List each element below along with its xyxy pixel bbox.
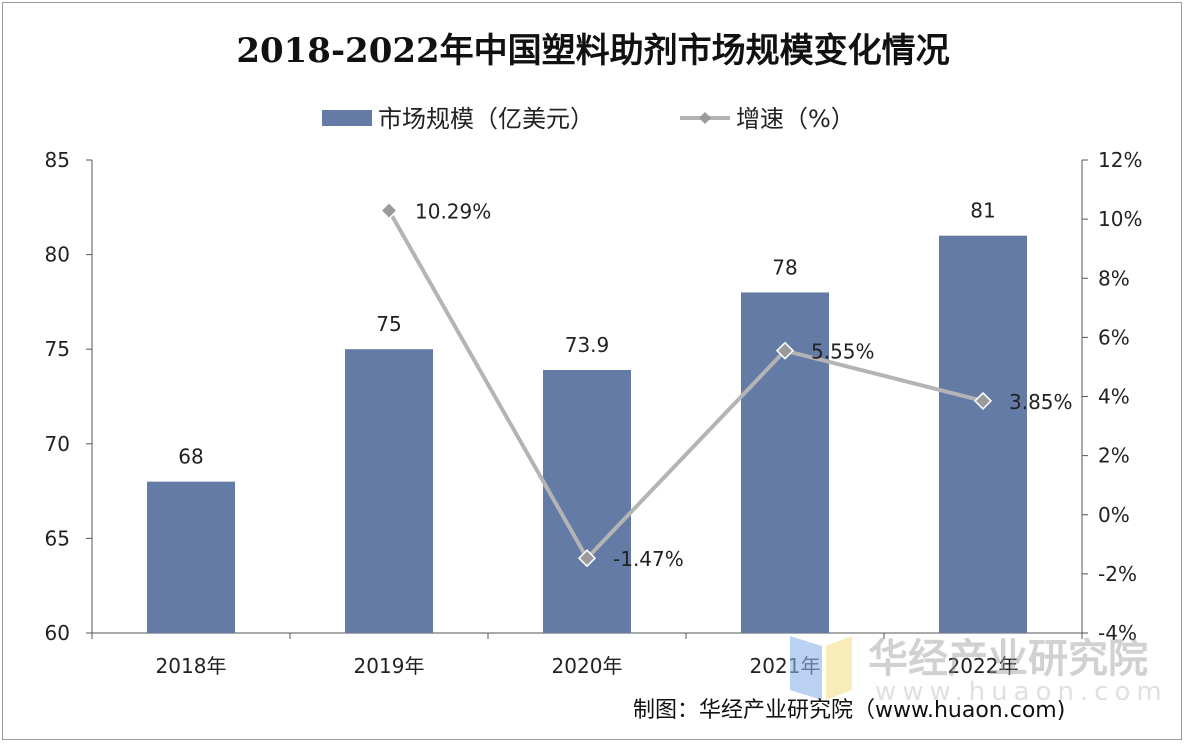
x-tick-label: 2022年 [948, 654, 1019, 678]
bar [543, 370, 631, 633]
growth-data-label: 5.55% [811, 340, 875, 364]
bar-data-label: 78 [772, 255, 797, 279]
right-tick-label: -2% [1098, 562, 1137, 586]
growth-data-label: 3.85% [1009, 390, 1073, 414]
watermark: 华经产业研究院 www.huaon.com [790, 636, 1168, 707]
right-tick-label: 8% [1098, 266, 1130, 290]
growth-marker [577, 549, 597, 568]
watermark-logo-icon [790, 636, 822, 700]
left-tick-label: 75 [45, 337, 70, 361]
left-tick-label: 60 [45, 621, 70, 645]
right-tick-label: 0% [1098, 503, 1130, 527]
watermark-logo-icon-right [826, 636, 852, 700]
left-tick-label: 80 [45, 243, 70, 267]
growth-marker [379, 201, 399, 220]
left-tick-label: 85 [45, 148, 70, 172]
bar [147, 481, 235, 633]
right-tick-label: 6% [1098, 325, 1130, 349]
right-tick-label: 12% [1098, 148, 1142, 172]
credit-text: 制图：华经产业研究院（www.huaon.com) [633, 698, 1065, 723]
bar-data-label: 75 [376, 312, 401, 336]
x-tick-label: 2020年 [552, 654, 623, 678]
legend-line-label: 增速（%） [736, 105, 855, 133]
right-tick-label: -4% [1098, 621, 1137, 645]
legend-diamond-icon [699, 112, 711, 124]
chart-title: 2018-2022年中国塑料助剂市场规模变化情况 [236, 31, 949, 71]
x-tick-label: 2018年 [156, 654, 227, 678]
x-tick-label: 2019年 [354, 654, 425, 678]
bar-data-label: 73.9 [565, 333, 610, 357]
left-tick-label: 65 [45, 526, 70, 550]
growth-data-label: 10.29% [415, 200, 491, 224]
right-tick-label: 4% [1098, 385, 1130, 409]
legend-bar-swatch [322, 110, 372, 126]
growth-marker [973, 391, 993, 410]
legend-bar-label: 市场规模（亿美元） [378, 105, 594, 133]
bar-data-label: 81 [970, 199, 995, 223]
growth-line [387, 209, 984, 562]
right-tick-label: 2% [1098, 444, 1130, 468]
growth-marker [775, 341, 795, 360]
right-tick-label: 10% [1098, 207, 1142, 231]
bar [939, 235, 1027, 633]
legend: 市场规模（亿美元） 增速（%） [322, 105, 855, 133]
watermark-text: 华经产业研究院 [868, 636, 1148, 682]
bar [345, 349, 433, 633]
watermark-url: www.huaon.com [875, 677, 1168, 707]
growth-data-label: -1.47% [613, 547, 684, 571]
bar-data-label: 68 [178, 445, 203, 469]
left-tick-label: 70 [45, 432, 70, 456]
